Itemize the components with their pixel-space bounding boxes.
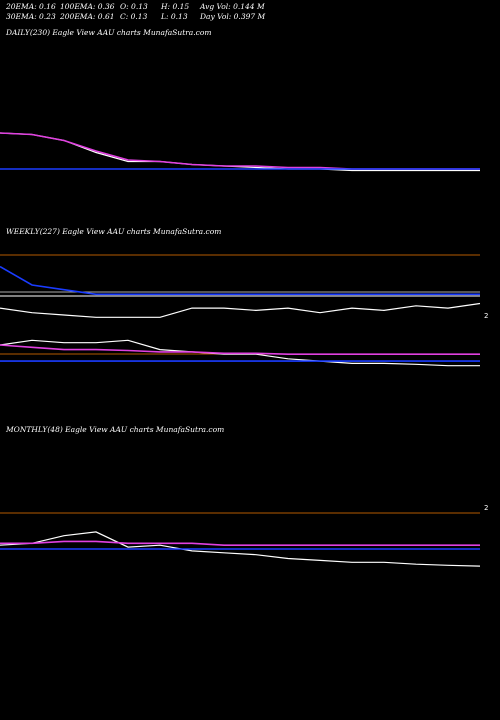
- hdr-avg-vol: Avg Vol: 0.144 M: [200, 2, 265, 11]
- monthly-price-line: [0, 531, 481, 567]
- weekly-price-line: [0, 302, 481, 318]
- weekly-price-lower-line: [0, 339, 480, 367]
- weekly-ema-mid-line: [0, 344, 480, 356]
- hdr-close: C: 0.13: [120, 12, 148, 21]
- hdr-100ema: 100EMA: 0.36: [60, 2, 115, 11]
- monthly-ema-fast-line: [0, 540, 480, 547]
- hdr-30ema: 30EMA: 0.23: [6, 12, 56, 21]
- weekly-panel-title: WEEKLY(227) Eagle View AAU charts Munafa…: [6, 227, 222, 236]
- daily-panel-title: DAILY(230) Eagle View AAU charts MunafaS…: [6, 28, 212, 37]
- daily-ema-fast-line: [0, 132, 480, 170]
- hdr-high: H: 0.15: [161, 2, 190, 11]
- monthly-panel-title: MONTHLY(48) Eagle View AAU charts Munafa…: [6, 425, 225, 434]
- hdr-open: O: 0.13: [120, 2, 148, 11]
- weekly-ema-upper-line: [0, 265, 480, 296]
- hdr-200ema: 200EMA: 0.61: [60, 12, 115, 21]
- daily-price-line: [0, 132, 480, 172]
- hdr-low: L: 0.13: [161, 12, 188, 21]
- hdr-day-vol: Day Vol: 0.397 M: [200, 12, 266, 21]
- monthly-y-tick: 2: [484, 504, 488, 512]
- hdr-20ema: 20EMA: 0.16: [6, 2, 56, 11]
- weekly-y-tick: 2: [484, 312, 488, 320]
